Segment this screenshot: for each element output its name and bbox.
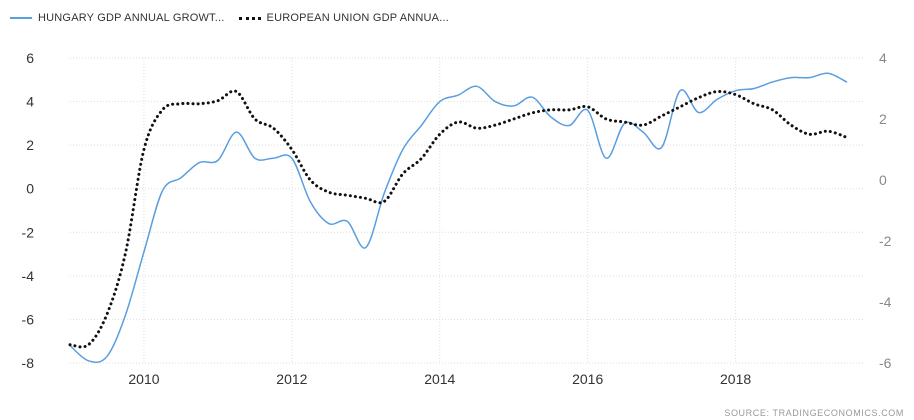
- source-credit: SOURCE: TRADINGECONOMICS.COM: [724, 408, 904, 418]
- y-right-tick-label: -2: [879, 233, 892, 249]
- y-left-tick-label: -8: [22, 355, 35, 371]
- y-right-tick-label: -4: [879, 294, 892, 310]
- y-left-tick-label: -6: [22, 311, 35, 327]
- legend-item-hungary[interactable]: HUNGARY GDP ANNUAL GROWT...: [10, 12, 225, 24]
- y-left-tick-label: 0: [26, 181, 34, 197]
- legend-swatch-european-union: [238, 16, 261, 20]
- x-tick-label: 2018: [720, 371, 751, 387]
- y-right-tick-label: 0: [879, 172, 887, 188]
- y-left-tick-label: 6: [26, 50, 34, 66]
- x-tick-label: 2010: [128, 371, 159, 387]
- y-left-tick-label: 2: [26, 137, 34, 153]
- y-left-tick-label: -2: [22, 224, 35, 240]
- chart-series: [68, 72, 849, 364]
- chart-legend: HUNGARY GDP ANNUAL GROWT... EUROPEAN UNI…: [10, 10, 463, 26]
- chart-grid: [70, 57, 865, 364]
- y-right-tick-label: 4: [879, 50, 887, 66]
- x-tick-label: 2014: [424, 371, 455, 387]
- series-line-hungary: [69, 72, 848, 364]
- y-right-tick-label: -6: [879, 355, 892, 371]
- legend-item-european-union[interactable]: EUROPEAN UNION GDP ANNUA...: [238, 12, 449, 24]
- y-left-tick-label: 4: [26, 94, 34, 110]
- series-line-european-union: [68, 89, 849, 349]
- legend-swatch-hungary: [10, 17, 32, 19]
- y-left-tick-label: -4: [22, 268, 35, 284]
- y-right-tick-label: 2: [879, 111, 887, 127]
- x-tick-label: 2012: [276, 371, 307, 387]
- x-tick-label: 2016: [572, 371, 603, 387]
- chart-axes: -8 -6 -4 -2 0 2 4 6 -6 -4 -2 0 2 4 2010 2012 2014 2016 201…: [22, 50, 892, 387]
- legend-label-hungary: HUNGARY GDP ANNUAL GROWT...: [38, 12, 225, 24]
- legend-label-european-union: EUROPEAN UNION GDP ANNUA...: [266, 12, 449, 24]
